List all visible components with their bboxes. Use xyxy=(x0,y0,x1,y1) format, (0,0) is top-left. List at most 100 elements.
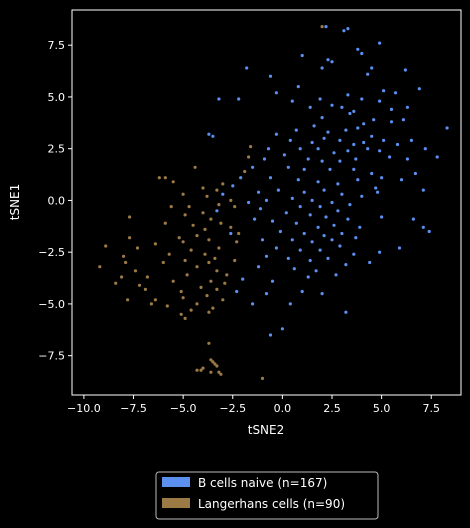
scatter-point-b-cells-naive xyxy=(413,171,417,176)
scatter-point-b-cells-naive xyxy=(268,176,273,180)
scatter-point-langerhans-cells xyxy=(104,244,108,248)
scatter-point-langerhans-cells xyxy=(189,248,193,252)
scatter-point-b-cells-naive xyxy=(258,207,263,211)
scatter-point-langerhans-cells xyxy=(171,180,175,184)
legend-swatch-b-cells-naive xyxy=(162,477,190,487)
y-tick-label: 2.5 xyxy=(48,143,66,156)
scatter-point-langerhans-cells xyxy=(98,265,102,269)
scatter-point-langerhans-cells xyxy=(128,236,132,240)
scatter-point-b-cells-naive xyxy=(372,118,376,122)
scatter-point-langerhans-cells xyxy=(157,176,161,180)
scatter-point-b-cells-naive xyxy=(388,155,392,159)
scatter-point-b-cells-naive xyxy=(239,176,243,180)
scatter-point-b-cells-naive xyxy=(330,200,334,205)
scatter-point-b-cells-naive xyxy=(284,211,288,215)
scatter-point-langerhans-cells xyxy=(215,364,219,368)
scatter-point-b-cells-naive xyxy=(370,171,374,176)
x-tick-label: −5.0 xyxy=(170,402,197,415)
scatter-point-b-cells-naive xyxy=(366,72,370,76)
y-tick-label: −2.5 xyxy=(38,246,65,259)
scatter-point-b-cells-naive xyxy=(346,149,350,153)
scatter-point-langerhans-cells xyxy=(145,275,149,279)
scatter-point-b-cells-naive xyxy=(308,105,312,109)
scatter-point-langerhans-cells xyxy=(149,302,153,306)
scatter-point-b-cells-naive xyxy=(338,244,342,248)
scatter-point-langerhans-cells xyxy=(185,273,189,277)
scatter-point-langerhans-cells xyxy=(179,289,183,294)
scatter-point-b-cells-naive xyxy=(395,142,400,147)
y-tick-label: −5.0 xyxy=(38,298,65,311)
scatter-point-b-cells-naive xyxy=(340,231,344,236)
scatter-point-b-cells-naive xyxy=(270,279,275,283)
scatter-point-langerhans-cells xyxy=(189,308,193,312)
scatter-point-langerhans-cells xyxy=(163,176,167,180)
scatter-point-langerhans-cells xyxy=(260,376,265,380)
scatter-point-langerhans-cells xyxy=(209,370,213,374)
scatter-point-b-cells-naive xyxy=(316,147,320,151)
scatter-point-b-cells-naive xyxy=(298,248,302,252)
scatter-point-b-cells-naive xyxy=(332,223,336,227)
scatter-point-b-cells-naive xyxy=(215,209,219,213)
legend: B cells naive (n=167) Langerhans cells (… xyxy=(155,471,379,520)
scatter-point-langerhans-cells xyxy=(209,279,213,283)
scatter-point-b-cells-naive xyxy=(354,157,358,161)
scatter-point-b-cells-naive xyxy=(360,97,364,101)
scatter-point-langerhans-cells xyxy=(229,225,233,229)
scatter-point-langerhans-cells xyxy=(181,240,185,244)
scatter-point-b-cells-naive xyxy=(427,229,431,234)
scatter-point-b-cells-naive xyxy=(298,205,302,209)
y-tick-label: 5.0 xyxy=(48,91,66,104)
scatter-point-b-cells-naive xyxy=(399,178,404,182)
scatter-point-b-cells-naive xyxy=(221,192,225,196)
scatter-point-b-cells-naive xyxy=(298,147,302,151)
scatter-point-b-cells-naive xyxy=(370,134,374,138)
scatter-point-b-cells-naive xyxy=(288,138,292,142)
y-axis-label: tSNE1 xyxy=(8,184,22,221)
scatter-point-b-cells-naive xyxy=(362,122,366,126)
scatter-point-langerhans-cells xyxy=(247,155,251,159)
scatter-point-b-cells-naive xyxy=(300,53,304,58)
scatter-point-b-cells-naive xyxy=(344,310,348,314)
scatter-point-b-cells-naive xyxy=(336,209,340,213)
scatter-point-b-cells-naive xyxy=(290,196,294,200)
y-axis-ticks: −7.5 −5.0 −2.5 0.0 2.5 5.0 7.5 xyxy=(38,39,72,363)
scatter-point-b-cells-naive xyxy=(253,217,257,221)
scatter-point-langerhans-cells xyxy=(128,215,132,219)
scatter-point-b-cells-naive xyxy=(389,107,394,111)
scatter-point-langerhans-cells xyxy=(213,362,217,366)
scatter-point-langerhans-cells xyxy=(133,269,138,273)
scatter-point-langerhans-cells xyxy=(161,260,165,265)
scatter-point-b-cells-naive xyxy=(397,246,402,250)
legend-label-langerhans-cells: Langerhans cells (n=90) xyxy=(198,497,345,511)
scatter-point-b-cells-naive xyxy=(330,103,334,107)
scatter-point-langerhans-cells xyxy=(183,213,187,217)
scatter-point-b-cells-naive xyxy=(340,105,344,109)
scatter-point-b-cells-naive xyxy=(340,192,344,196)
scatter-point-langerhans-cells xyxy=(215,287,219,291)
scatter-point-langerhans-cells xyxy=(221,298,225,302)
scatter-point-b-cells-naive xyxy=(306,275,310,279)
scatter-point-b-cells-naive xyxy=(264,292,269,296)
scatter-point-b-cells-naive xyxy=(308,258,312,263)
scatter-point-langerhans-cells xyxy=(193,165,197,169)
scatter-point-langerhans-cells xyxy=(165,304,169,308)
scatter-point-langerhans-cells xyxy=(183,258,187,263)
scatter-point-b-cells-naive xyxy=(352,252,356,256)
scatter-point-b-cells-naive xyxy=(334,273,338,277)
scatter-point-b-cells-naive xyxy=(278,229,282,234)
scatter-point-b-cells-naive xyxy=(320,159,324,163)
scatter-point-b-cells-naive xyxy=(262,157,267,161)
scatter-point-langerhans-cells xyxy=(223,281,227,285)
scatter-point-b-cells-naive xyxy=(423,147,427,151)
scatter-point-b-cells-naive xyxy=(378,149,382,153)
scatter-point-langerhans-cells xyxy=(215,188,219,192)
plot-area-frame xyxy=(71,9,462,396)
scatter-point-b-cells-naive xyxy=(229,231,233,236)
scatter-point-langerhans-cells xyxy=(211,306,215,310)
scatter-point-b-cells-naive xyxy=(247,200,251,205)
scatter-point-langerhans-cells xyxy=(207,341,211,345)
scatter-point-b-cells-naive xyxy=(241,277,245,281)
scatter-point-langerhans-cells xyxy=(217,246,221,250)
scatter-point-b-cells-naive xyxy=(336,182,340,186)
scatter-point-langerhans-cells xyxy=(195,368,199,372)
